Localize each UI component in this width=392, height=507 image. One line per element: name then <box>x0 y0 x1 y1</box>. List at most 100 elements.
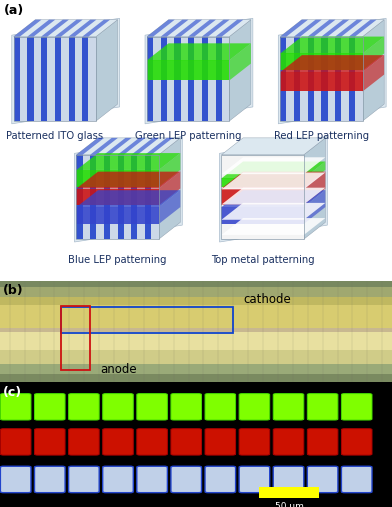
Polygon shape <box>278 18 386 124</box>
Polygon shape <box>221 155 304 239</box>
Polygon shape <box>41 37 47 121</box>
FancyBboxPatch shape <box>307 466 338 493</box>
Polygon shape <box>202 20 230 37</box>
Polygon shape <box>118 155 124 239</box>
FancyBboxPatch shape <box>0 393 31 420</box>
Polygon shape <box>280 20 308 37</box>
Polygon shape <box>147 37 229 121</box>
Polygon shape <box>221 207 304 224</box>
Text: (c): (c) <box>3 385 22 399</box>
FancyBboxPatch shape <box>69 393 99 420</box>
Polygon shape <box>159 190 180 224</box>
Polygon shape <box>221 155 304 239</box>
FancyBboxPatch shape <box>0 466 31 493</box>
Polygon shape <box>76 172 180 189</box>
FancyBboxPatch shape <box>171 429 201 455</box>
FancyBboxPatch shape <box>205 429 236 455</box>
FancyBboxPatch shape <box>273 393 304 420</box>
Text: Blue LEP patterning: Blue LEP patterning <box>68 255 167 265</box>
Bar <box>61 306 90 370</box>
Text: (b): (b) <box>3 284 24 298</box>
FancyBboxPatch shape <box>171 393 201 420</box>
Polygon shape <box>221 157 325 174</box>
Polygon shape <box>321 37 328 121</box>
FancyBboxPatch shape <box>239 393 270 420</box>
Polygon shape <box>188 37 194 121</box>
Polygon shape <box>363 37 384 70</box>
Polygon shape <box>221 190 325 207</box>
Polygon shape <box>76 153 180 170</box>
Polygon shape <box>27 37 34 121</box>
Polygon shape <box>82 20 110 37</box>
Text: (a): (a) <box>4 4 24 17</box>
Polygon shape <box>76 155 159 239</box>
Polygon shape <box>161 20 189 37</box>
Polygon shape <box>147 37 153 121</box>
Polygon shape <box>147 20 251 37</box>
Bar <box>0 374 392 382</box>
FancyBboxPatch shape <box>103 429 133 455</box>
Polygon shape <box>14 20 118 37</box>
Polygon shape <box>349 37 355 121</box>
Polygon shape <box>76 138 180 155</box>
Polygon shape <box>27 20 55 37</box>
Polygon shape <box>147 60 229 81</box>
Polygon shape <box>220 136 327 242</box>
Text: Patterned ITO glass: Patterned ITO glass <box>6 131 103 141</box>
FancyBboxPatch shape <box>341 393 372 420</box>
Bar <box>61 307 233 333</box>
Polygon shape <box>221 203 325 220</box>
Polygon shape <box>76 170 159 187</box>
Bar <box>259 487 319 498</box>
FancyBboxPatch shape <box>137 393 167 420</box>
FancyBboxPatch shape <box>34 393 65 420</box>
FancyBboxPatch shape <box>69 429 99 455</box>
Bar <box>0 281 392 287</box>
Polygon shape <box>82 37 89 121</box>
Polygon shape <box>349 20 377 37</box>
Polygon shape <box>76 189 159 205</box>
Polygon shape <box>159 138 180 239</box>
Polygon shape <box>221 172 325 189</box>
Polygon shape <box>145 18 253 124</box>
Polygon shape <box>229 20 251 121</box>
Polygon shape <box>145 138 173 155</box>
Polygon shape <box>221 178 304 187</box>
Polygon shape <box>174 20 202 37</box>
Polygon shape <box>335 20 363 37</box>
Polygon shape <box>280 37 363 121</box>
Polygon shape <box>221 189 304 205</box>
Polygon shape <box>90 155 96 239</box>
FancyBboxPatch shape <box>239 466 270 493</box>
Polygon shape <box>280 72 363 91</box>
Polygon shape <box>221 138 325 155</box>
Polygon shape <box>216 20 243 37</box>
Polygon shape <box>229 43 251 81</box>
Polygon shape <box>69 37 75 121</box>
Bar <box>0 287 392 298</box>
Polygon shape <box>90 138 118 155</box>
FancyBboxPatch shape <box>341 466 372 493</box>
Text: Red LEP patterning: Red LEP patterning <box>274 131 369 141</box>
Bar <box>0 350 392 364</box>
Polygon shape <box>202 37 208 121</box>
Polygon shape <box>14 37 20 121</box>
FancyBboxPatch shape <box>273 466 304 493</box>
Polygon shape <box>131 138 159 155</box>
FancyBboxPatch shape <box>0 429 31 455</box>
FancyBboxPatch shape <box>34 466 65 493</box>
Polygon shape <box>280 37 384 53</box>
Polygon shape <box>76 190 180 207</box>
Polygon shape <box>159 172 180 205</box>
Polygon shape <box>308 20 336 37</box>
FancyBboxPatch shape <box>171 466 201 493</box>
FancyBboxPatch shape <box>307 429 338 455</box>
FancyBboxPatch shape <box>103 466 133 493</box>
Polygon shape <box>147 20 175 37</box>
Polygon shape <box>69 20 96 37</box>
Bar <box>0 328 392 332</box>
FancyBboxPatch shape <box>137 429 167 455</box>
FancyBboxPatch shape <box>205 393 236 420</box>
FancyBboxPatch shape <box>341 429 372 455</box>
Polygon shape <box>55 20 83 37</box>
